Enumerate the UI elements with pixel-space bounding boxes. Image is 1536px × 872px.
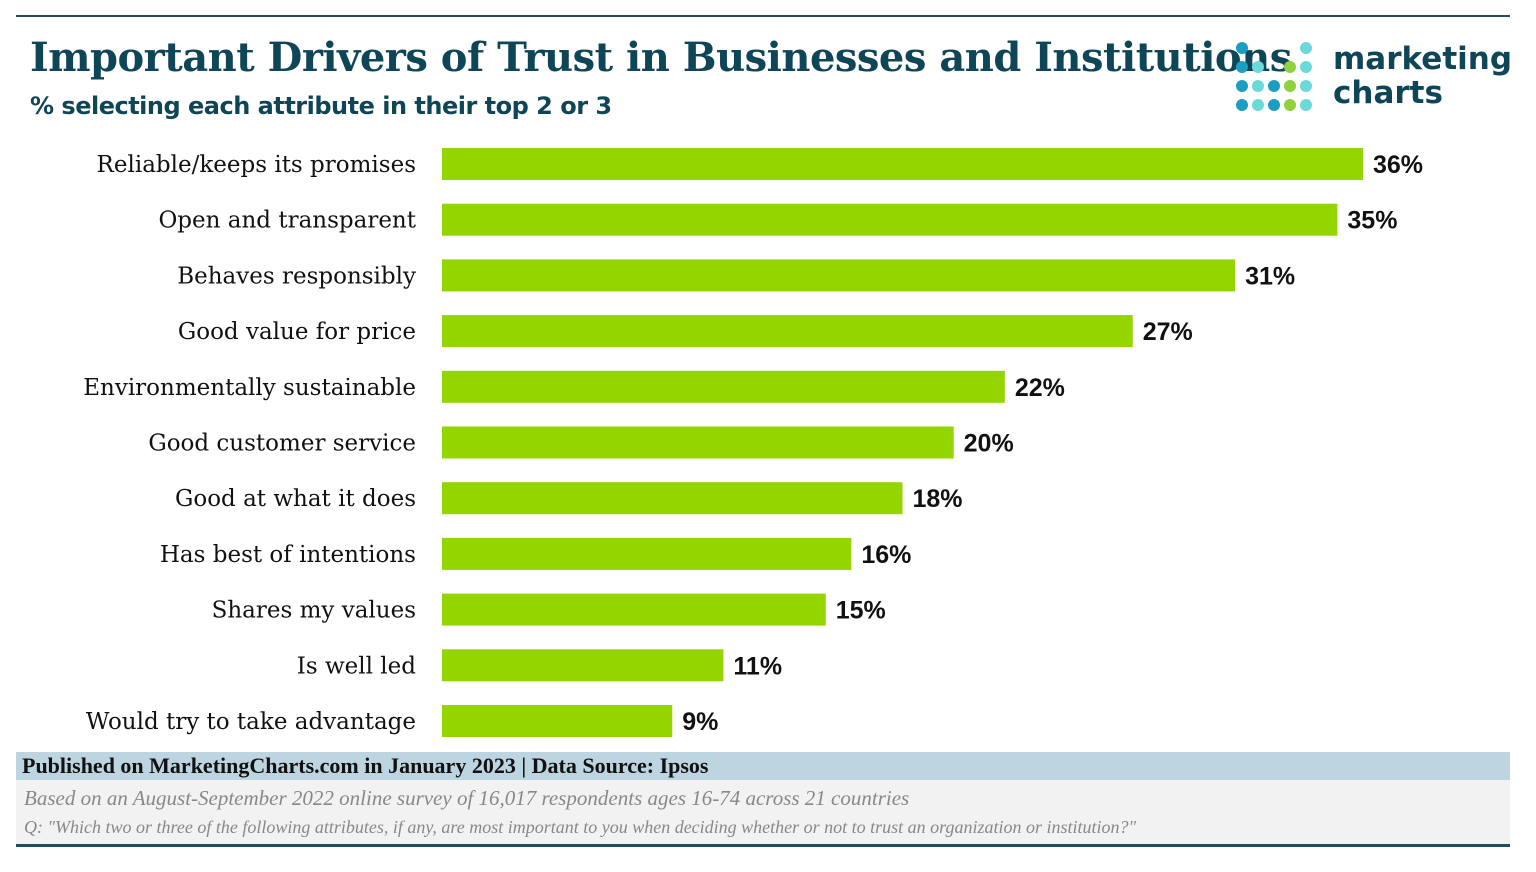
- value-label: 11%: [733, 652, 782, 680]
- value-label: 9%: [682, 708, 718, 736]
- logo-dot: [1300, 99, 1312, 111]
- logo-dot: [1268, 80, 1280, 92]
- published-text: Published on MarketingCharts.com in Janu…: [22, 753, 709, 778]
- category-label: Good customer service: [148, 431, 416, 457]
- marketingcharts-logo-icon: [1236, 42, 1312, 111]
- value-label: 22%: [1015, 374, 1065, 402]
- value-label: 18%: [913, 485, 963, 513]
- logo-dot: [1300, 42, 1312, 54]
- bar: [442, 259, 1236, 292]
- bar: [442, 593, 826, 626]
- category-label: Shares my values: [212, 598, 416, 624]
- bar: [442, 537, 852, 570]
- bar: [442, 148, 1363, 180]
- logo-dot: [1252, 99, 1264, 111]
- bar: [442, 203, 1338, 236]
- logo-dot: [1252, 61, 1264, 73]
- value-label: 15%: [836, 597, 886, 625]
- category-label: Good at what it does: [175, 486, 416, 512]
- logo-dot: [1236, 42, 1248, 54]
- category-label: Behaves responsibly: [177, 263, 416, 289]
- logo-dot: [1236, 61, 1248, 73]
- methodology-note: Based on an August-September 2022 online…: [24, 786, 910, 810]
- category-label: Open and transparent: [158, 208, 416, 234]
- logo-text: marketing charts: [1333, 42, 1512, 110]
- bar: [442, 315, 1133, 348]
- chart-subtitle: % selecting each attribute in their top …: [30, 92, 612, 120]
- bar: [442, 426, 954, 459]
- published-band: Published on MarketingCharts.com in Janu…: [16, 752, 1510, 780]
- category-label: Good value for price: [178, 319, 416, 345]
- bar: [442, 370, 1005, 403]
- logo-dot: [1284, 99, 1296, 111]
- logo-dot: [1284, 61, 1296, 73]
- bar-chart: Reliable/keeps its promises 36% Open and t…: [83, 148, 1423, 737]
- survey-question: Q: "Which two or three of the following …: [24, 817, 1137, 837]
- bar: [442, 705, 673, 737]
- value-label: 31%: [1245, 262, 1295, 290]
- chart-title: Important Drivers of Trust in Businesses…: [30, 34, 1292, 81]
- category-label: Environmentally sustainable: [83, 375, 416, 401]
- bottom-rule: [16, 844, 1510, 847]
- logo-dot: [1300, 80, 1312, 92]
- value-label: 35%: [1347, 207, 1397, 235]
- logo-dot: [1236, 99, 1248, 111]
- category-label: Is well led: [297, 653, 416, 679]
- logo-dot: [1284, 80, 1296, 92]
- top-rule: [16, 15, 1510, 17]
- logo-dot: [1236, 80, 1248, 92]
- value-label: 20%: [964, 430, 1014, 458]
- category-label: Reliable/keeps its promises: [97, 152, 416, 178]
- bar: [442, 649, 724, 682]
- value-label: 36%: [1373, 151, 1423, 179]
- value-label: 27%: [1143, 318, 1193, 346]
- notes-area: Based on an August-September 2022 online…: [16, 780, 1510, 844]
- logo-word-1: marketing: [1333, 41, 1513, 77]
- logo-dot: [1252, 80, 1264, 92]
- logo-dot: [1300, 61, 1312, 73]
- logo-dot: [1268, 99, 1280, 111]
- category-label: Has best of intentions: [160, 542, 416, 568]
- value-label: 16%: [861, 541, 911, 569]
- category-label: Would try to take advantage: [86, 709, 416, 735]
- logo-word-2: charts: [1333, 75, 1443, 111]
- bar: [442, 482, 903, 515]
